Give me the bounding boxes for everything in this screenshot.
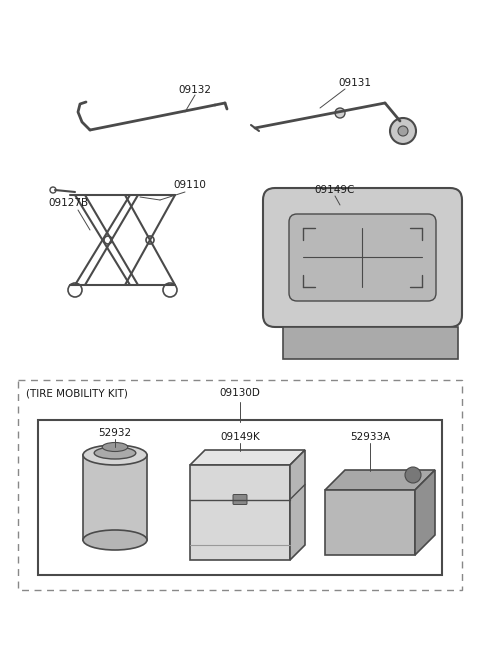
- Polygon shape: [290, 450, 305, 560]
- Polygon shape: [325, 490, 415, 555]
- FancyBboxPatch shape: [233, 495, 247, 505]
- Ellipse shape: [83, 530, 147, 550]
- Polygon shape: [283, 327, 458, 359]
- Circle shape: [146, 236, 154, 244]
- Polygon shape: [190, 465, 290, 560]
- Circle shape: [163, 283, 177, 297]
- FancyBboxPatch shape: [83, 455, 147, 540]
- Circle shape: [405, 467, 421, 483]
- Ellipse shape: [94, 447, 136, 459]
- Ellipse shape: [102, 443, 128, 451]
- Text: (TIRE MOBILITY KIT): (TIRE MOBILITY KIT): [26, 388, 128, 398]
- Circle shape: [104, 236, 112, 244]
- Circle shape: [50, 187, 56, 193]
- FancyBboxPatch shape: [263, 188, 462, 327]
- Ellipse shape: [83, 445, 147, 465]
- Text: 52932: 52932: [98, 428, 132, 438]
- Text: 09149C: 09149C: [315, 185, 355, 195]
- Circle shape: [390, 118, 416, 144]
- Polygon shape: [325, 470, 435, 490]
- Text: 09110: 09110: [174, 180, 206, 190]
- FancyBboxPatch shape: [289, 214, 436, 301]
- Circle shape: [398, 126, 408, 136]
- Text: 09131: 09131: [338, 78, 372, 88]
- Text: 09130D: 09130D: [219, 388, 261, 398]
- Polygon shape: [190, 450, 305, 465]
- Text: 09132: 09132: [179, 85, 212, 95]
- Polygon shape: [415, 470, 435, 555]
- Circle shape: [68, 283, 82, 297]
- Text: 09127B: 09127B: [48, 198, 88, 208]
- Text: 52933A: 52933A: [350, 432, 390, 442]
- Text: 09149K: 09149K: [220, 432, 260, 442]
- Circle shape: [335, 108, 345, 118]
